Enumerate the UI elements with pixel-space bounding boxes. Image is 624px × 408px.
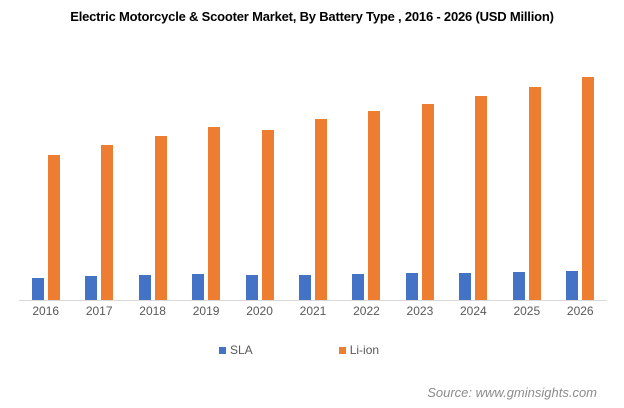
bar-sla-2023 <box>405 273 418 300</box>
legend-swatch-icon-li-ion <box>338 346 346 354</box>
bar-sla-2024 <box>459 273 472 300</box>
bar-group-2022 <box>340 64 393 300</box>
bar-li-ion-2023 <box>421 104 434 300</box>
plot-area: 2016 2017 2018 2019 2020 2021 2022 2023 2024 2025… <box>19 64 607 318</box>
bar-group-2024 <box>447 64 500 300</box>
bar-group-2016 <box>19 64 72 300</box>
bar-li-ion-2026 <box>582 77 595 300</box>
bar-li-ion-2020 <box>261 130 274 300</box>
bar-sla-2021 <box>298 275 311 300</box>
bar-sla-2016 <box>31 278 44 300</box>
bar-sla-2018 <box>138 275 151 300</box>
bar-group-2017 <box>72 64 125 300</box>
x-axis-label-2023: 2023 <box>406 304 434 318</box>
bar-li-ion-2016 <box>47 155 60 300</box>
legend-swatch-icon-sla <box>219 346 226 354</box>
legend-item-sla: SLA <box>219 343 253 357</box>
bar-groups <box>19 64 607 300</box>
bar-group-2019 <box>179 64 232 300</box>
x-axis-label-2025: 2025 <box>513 304 541 318</box>
legend-item-li-ion: Li-ion <box>338 343 380 357</box>
bar-sla-2026 <box>566 271 579 300</box>
bar-li-ion-2017 <box>101 145 114 300</box>
bar-group-2018 <box>126 64 179 300</box>
bar-group-2021 <box>286 64 339 300</box>
bar-li-ion-2018 <box>154 136 167 300</box>
legend: SLA Li-ion <box>219 343 379 357</box>
x-axis-label-2022: 2022 <box>353 304 380 318</box>
x-axis-label-2018: 2018 <box>139 304 166 318</box>
x-axis-label-2017: 2017 <box>85 304 113 318</box>
x-axis-label-2021: 2021 <box>299 304 327 318</box>
bar-li-ion-2021 <box>314 119 327 300</box>
source-credit: Source: www.gminsights.com <box>427 385 597 400</box>
x-axis-label-2020: 2020 <box>246 304 273 318</box>
bar-sla-2025 <box>512 272 525 300</box>
bar-li-ion-2019 <box>208 127 221 300</box>
x-axis-label-2019: 2019 <box>192 304 220 318</box>
x-axis-labels: 2016 2017 2018 2019 2020 2021 2022 2023 2024 2025… <box>19 304 607 318</box>
legend-label-li-ion: Li-ion <box>349 343 380 357</box>
bar-sla-2020 <box>245 275 258 300</box>
legend-label-sla: SLA <box>230 343 253 357</box>
x-axis-label-2016: 2016 <box>32 304 60 318</box>
bar-li-ion-2025 <box>528 87 541 300</box>
x-axis-line <box>19 300 607 301</box>
x-axis-label-2026: 2026 <box>566 304 594 318</box>
chart-title: Electric Motorcycle & Scooter Market, By… <box>70 9 554 24</box>
bar-li-ion-2022 <box>368 111 381 300</box>
bar-group-2023 <box>393 64 446 300</box>
bar-sla-2022 <box>352 274 365 300</box>
x-axis-label-2024: 2024 <box>460 304 487 318</box>
bar-group-2026 <box>554 64 607 300</box>
bar-group-2020 <box>233 64 286 300</box>
bar-group-2025 <box>500 64 553 300</box>
bar-sla-2017 <box>85 276 98 300</box>
bar-li-ion-2024 <box>475 96 488 300</box>
bar-sla-2019 <box>192 274 205 300</box>
